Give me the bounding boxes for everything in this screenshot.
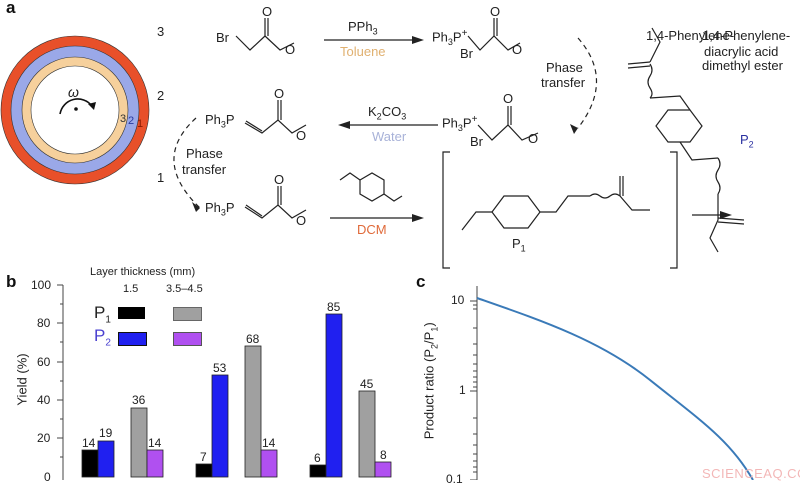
legend-swatch-p1-thin [118, 307, 145, 319]
product-name-line3: dimethyl ester [702, 58, 783, 73]
bromide-label: Br [460, 46, 473, 61]
omega-label: ω [68, 84, 79, 100]
bar-g2-p2-thin [211, 374, 229, 478]
legend-p2: P2 [94, 326, 111, 349]
legend-swatch-p2-thin [118, 332, 147, 346]
ylide-label-row1: Ph3P [205, 200, 235, 218]
legend-title: Layer thickness (mm) [90, 266, 196, 278]
toluene-solvent-label: Toluene [340, 44, 386, 59]
value-label: 14 [148, 436, 162, 450]
legend-swatch-p1-thick [173, 307, 202, 321]
phosphonium-label-2: Ph3P+ [442, 114, 478, 133]
ytick-80: 80 [37, 316, 51, 330]
yield-bar-chart [57, 284, 392, 480]
panel-a-letter: a [6, 0, 16, 17]
dcm-solvent-label: DCM [357, 222, 387, 237]
value-label: 53 [213, 361, 227, 375]
layer-number-3: 3 [157, 24, 165, 39]
legend-col-2: 3.5–4.5 [166, 283, 203, 295]
bar-g2-p1-thin [195, 463, 213, 478]
oxygen-label: O [274, 86, 285, 101]
panel-c-letter: c [416, 272, 426, 291]
legend-p1: P1 [94, 303, 111, 326]
ring-label-3: 3 [120, 113, 127, 125]
oxygen-label: O [490, 4, 501, 19]
water-solvent-label: Water [372, 129, 407, 144]
value-label: 14 [262, 436, 276, 450]
k2co3-reagent-label: K2CO3 [368, 104, 407, 122]
value-label: 36 [132, 393, 146, 407]
watermark: SCIENCEAQ.COM [702, 466, 800, 481]
bar-g1-p1-thick [130, 407, 148, 478]
ytick-100: 100 [31, 278, 52, 292]
oxygen-label: O [512, 42, 523, 57]
yield-axis-label: Yield (%) [14, 353, 30, 406]
phase-transfer-right-1: Phase [546, 60, 583, 75]
layer-number-2: 2 [157, 88, 165, 103]
bar-g1-p1-thin [81, 449, 99, 478]
oxygen-label: O [262, 4, 273, 19]
ytick-60: 60 [37, 355, 51, 369]
rotation-arrow-icon [59, 98, 93, 115]
bar-g3-p1-thick [358, 390, 376, 478]
oxygen-label: O [528, 131, 539, 146]
product-ratio-chart [470, 286, 754, 480]
layer-number-1: 1 [157, 170, 165, 185]
bar-g2-p1-thick [244, 345, 262, 478]
ring-label-2: 2 [128, 115, 135, 127]
bar-g1-p2-thin [97, 440, 115, 478]
ratio-curve [476, 297, 754, 480]
bromide-label-2: Br [470, 134, 483, 149]
oxygen-label: O [285, 42, 296, 57]
value-label: 14 [82, 436, 96, 450]
product-name-line1: 1,4-Phenylene- [646, 28, 735, 43]
value-label: 19 [99, 426, 113, 440]
product-name-line1: 1,4-Phenylene- [702, 28, 791, 43]
value-label: 8 [380, 448, 387, 462]
ylide-label-row2: Ph3P [205, 112, 235, 130]
bar-g3-p1-thin [309, 464, 327, 478]
phase-transfer-right-2: transfer [541, 75, 586, 90]
ytick-40: 40 [37, 393, 51, 407]
oxygen-label: O [503, 91, 514, 106]
panel-b-letter: b [6, 272, 17, 291]
oxygen-label: O [274, 172, 285, 187]
ytick-10: 10 [451, 293, 465, 307]
ratio-axis-label: Product ratio (P2/P1) [421, 322, 440, 440]
bar-g3-p2-thin [325, 313, 343, 478]
bromo-label: Br [216, 30, 229, 45]
oxygen-label: O [296, 213, 307, 228]
ytick-0: 0 [44, 470, 51, 484]
bar-g2-p2-thick [260, 449, 278, 478]
oxygen-label: O [296, 128, 307, 143]
legend-col-1: 1.5 [123, 283, 139, 295]
value-label: 7 [200, 450, 207, 464]
pph3-reagent-label: PPh3 [348, 19, 378, 37]
phosphonium-label: Ph3P+ [432, 28, 468, 47]
value-label: 45 [360, 377, 374, 391]
value-label: 6 [314, 451, 321, 465]
p1-label: P1 [512, 236, 526, 254]
ytick-1: 1 [459, 383, 466, 397]
value-label: 85 [327, 300, 341, 314]
p2-label: P2 [740, 132, 754, 150]
phase-transfer-left-1: Phase [186, 146, 223, 161]
ytick-0-1: 0.1 [446, 472, 463, 486]
bar-g3-p2-thick [374, 461, 392, 478]
ring-label-1: 1 [137, 118, 144, 130]
value-label: 68 [246, 332, 260, 346]
product-name-line2: diacrylic acid [704, 44, 779, 59]
rotating-layers-diagram [0, 35, 150, 185]
legend-swatch-p2-thick [173, 332, 202, 346]
phase-transfer-left-2: transfer [182, 162, 227, 177]
ytick-20: 20 [37, 431, 51, 445]
reaction-scheme [173, 18, 745, 269]
bar-g1-p2-thick [146, 449, 164, 478]
